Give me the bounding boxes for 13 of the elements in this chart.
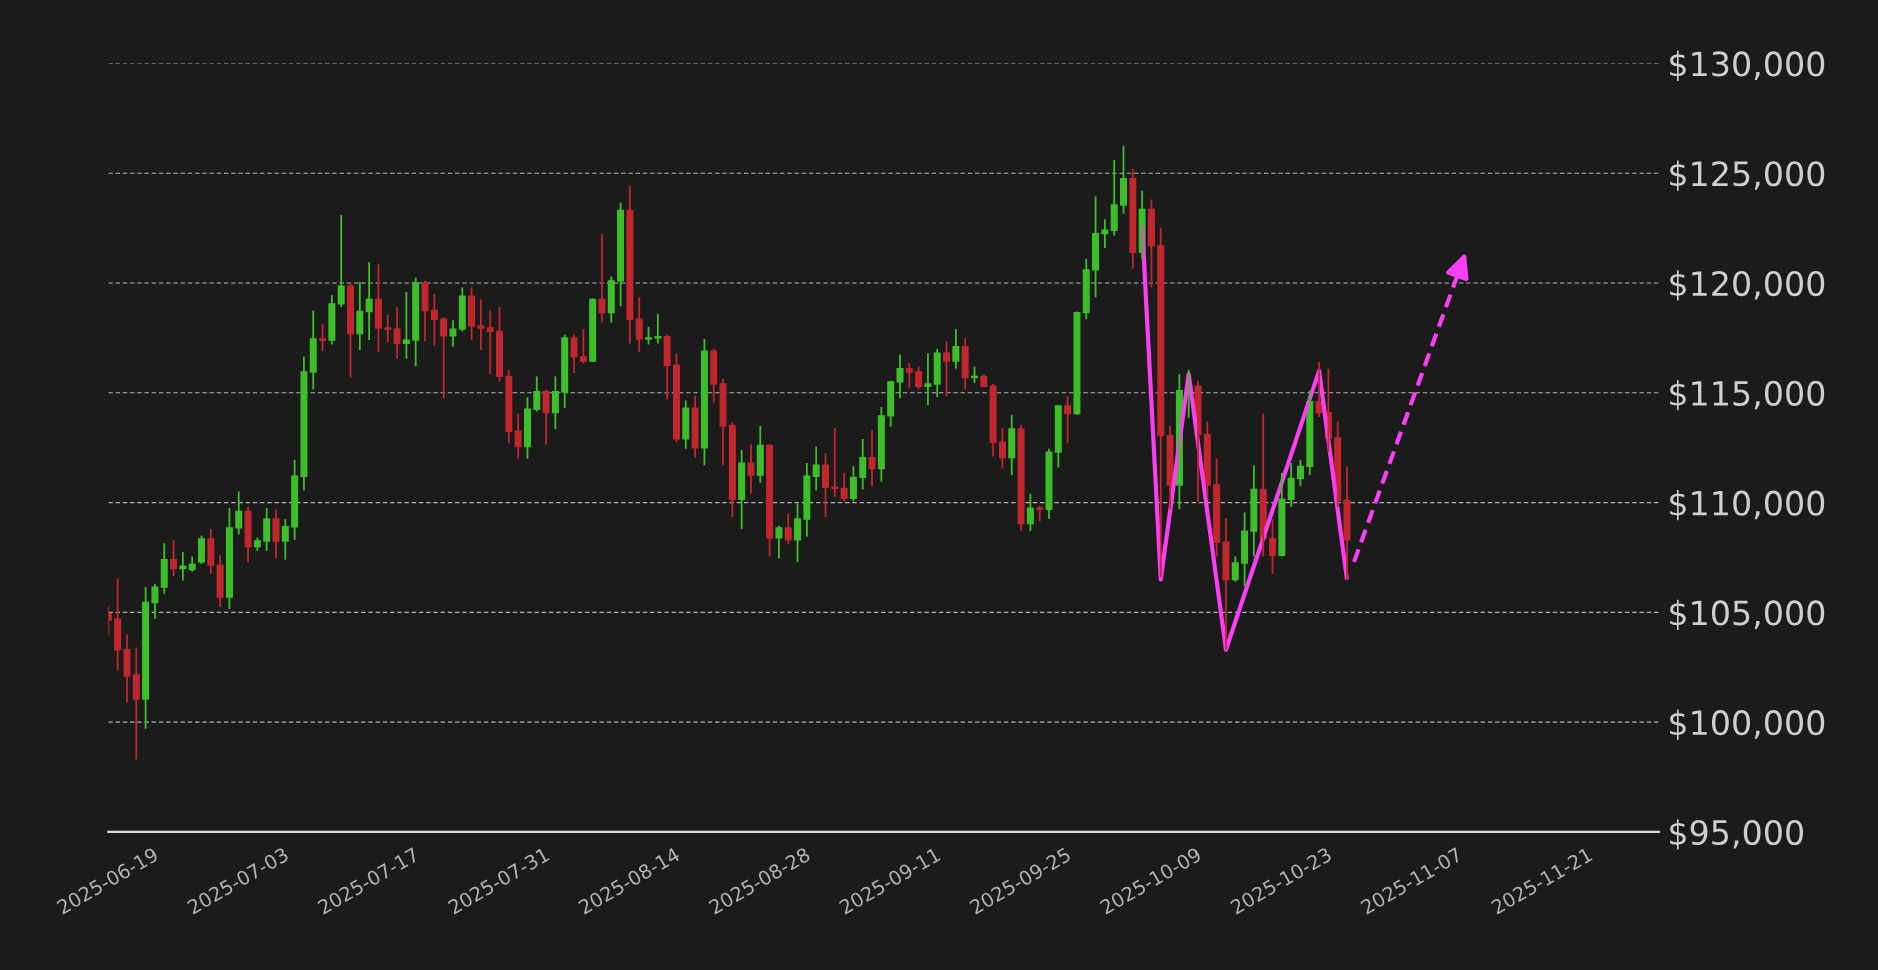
candlestick xyxy=(384,313,392,344)
y-tick-label: $95,000 xyxy=(1670,819,1803,850)
y-tick-label: $130,000 xyxy=(1670,50,1825,81)
y-tick-label: $125,000 xyxy=(1670,160,1825,191)
candlestick xyxy=(794,502,802,563)
y-tick-label: $110,000 xyxy=(1670,489,1825,521)
y-tick-label: $120,000 xyxy=(1670,270,1825,301)
candlestick xyxy=(654,312,662,345)
candlestick xyxy=(1036,504,1044,523)
y-tick-label: $105,000 xyxy=(1670,599,1825,630)
y-tick-label: $115,000 xyxy=(1670,380,1825,411)
candlestick xyxy=(319,322,327,352)
y-tick-label: $100,000 xyxy=(1670,709,1825,740)
